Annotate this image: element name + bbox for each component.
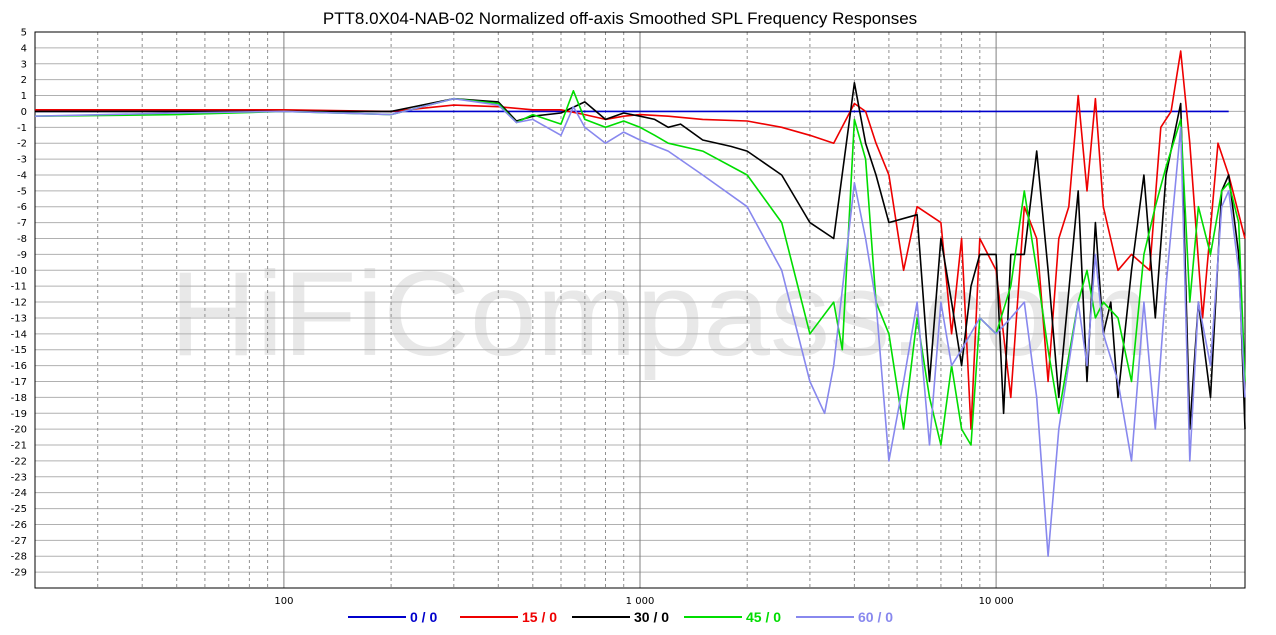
- y-tick-label: -14: [11, 329, 27, 340]
- y-tick-label: -3: [17, 155, 27, 166]
- series-line-45-0: [34, 90, 1246, 446]
- y-tick-label: 5: [21, 28, 27, 39]
- y-tick-label: 4: [21, 43, 27, 54]
- y-tick-label: 2: [21, 75, 27, 86]
- y-tick-label: -22: [11, 456, 27, 467]
- y-tick-label: -27: [11, 536, 27, 547]
- x-axis-ticks: 100 1 000 10 000: [274, 596, 1013, 607]
- y-tick-label: -23: [11, 472, 27, 483]
- y-tick-label: -10: [11, 266, 27, 277]
- y-tick-label: -5: [17, 186, 27, 197]
- x-tick-label: 1 000: [626, 596, 655, 607]
- y-tick-label: -13: [11, 313, 27, 324]
- legend-label: 45 / 0: [746, 609, 781, 625]
- series-line-60-0: [34, 97, 1246, 557]
- y-tick-label: -18: [11, 393, 27, 404]
- legend-label: 60 / 0: [858, 609, 893, 625]
- y-tick-label: 0: [21, 107, 27, 118]
- legend-label: 0 / 0: [410, 609, 437, 625]
- y-tick-label: -11: [11, 282, 27, 293]
- plot-frame: [34, 31, 1246, 589]
- y-tick-label: -29: [11, 568, 27, 579]
- y-tick-label: -16: [11, 361, 27, 372]
- y-tick-label: -24: [11, 488, 27, 499]
- legend-label: 15 / 0: [522, 609, 557, 625]
- y-tick-label: -12: [11, 298, 27, 309]
- x-tick-label: 100: [274, 596, 293, 607]
- y-tick-label: -8: [17, 234, 27, 245]
- y-tick-label: -9: [17, 250, 27, 261]
- legend: 0 / 0 15 / 0 30 / 0 45 / 0 60 / 0: [348, 609, 893, 625]
- grid: [35, 32, 1245, 588]
- y-tick-label: 3: [21, 59, 27, 70]
- y-tick-label: -26: [11, 520, 27, 531]
- y-tick-label: -25: [11, 504, 27, 515]
- y-tick-label: -2: [17, 139, 27, 150]
- y-tick-label: -4: [17, 170, 27, 181]
- y-tick-label: -1: [17, 123, 27, 134]
- y-tick-label: -7: [17, 218, 27, 229]
- chart-title: PTT8.0X04-NAB-02 Normalized off-axis Smo…: [323, 9, 917, 28]
- y-tick-label: -21: [11, 441, 27, 452]
- y-axis-ticks: 5 4 3 2 1 0 -1 -2 -3 -4 -5 -6 -7 -8 -9 -10 -11 -12 -13 -14 -…: [11, 28, 27, 579]
- y-tick-label: -6: [17, 202, 27, 213]
- y-tick-label: 1: [21, 91, 27, 102]
- y-tick-label: -15: [11, 345, 27, 356]
- series-lines: [34, 50, 1246, 557]
- y-tick-label: -28: [11, 552, 27, 563]
- y-tick-label: -19: [11, 409, 27, 420]
- watermark-text: HiFiCompass.com: [170, 247, 1150, 381]
- legend-label: 30 / 0: [634, 609, 669, 625]
- series-line-30-0: [35, 82, 1246, 430]
- x-tick-label: 10 000: [979, 596, 1014, 607]
- y-tick-label: -17: [11, 377, 27, 388]
- y-tick-label: -20: [11, 425, 27, 436]
